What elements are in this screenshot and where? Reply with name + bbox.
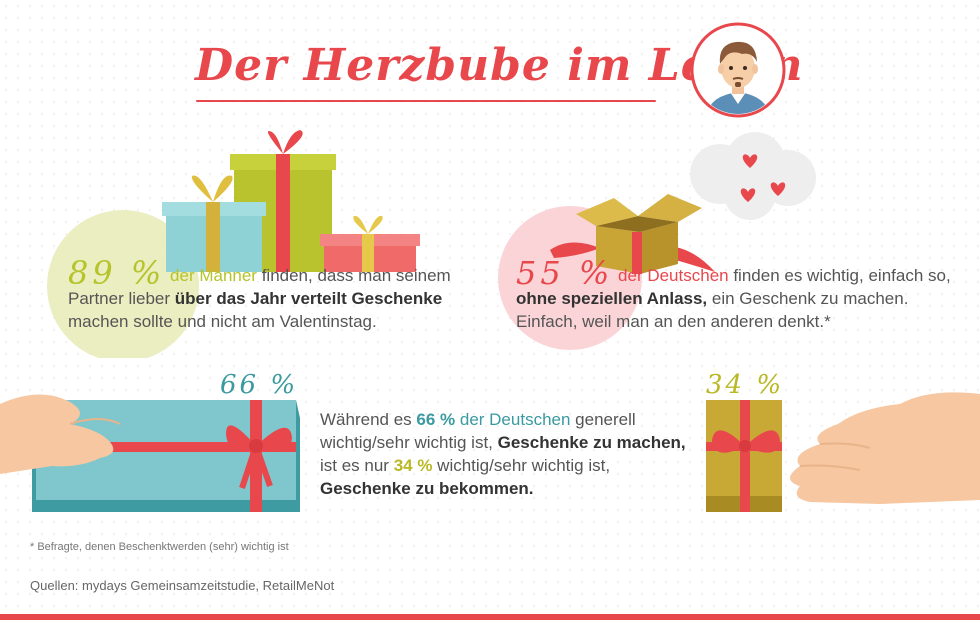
man-avatar-icon: [690, 22, 786, 118]
stat3-bold-give: Geschenke zu machen,: [497, 433, 686, 452]
stat-men-gifts: 89 % der Männer finden, dass man seinem …: [68, 257, 488, 333]
stat-men-text-2: machen sollte und nicht am Valentinstag.: [68, 312, 377, 331]
stat-germans-subject: der Deutschen: [618, 266, 729, 285]
label-receive-percent: 34 %: [706, 370, 785, 400]
stat3-bold-receive: Geschenke zu bekommen.: [320, 479, 534, 498]
stat-men-bold: über das Jahr verteilt Geschenke: [174, 289, 443, 308]
title-underline: [196, 100, 656, 102]
stat-give-vs-receive: Während es 66 % der Deutschen generell w…: [320, 408, 705, 500]
page-title: Der Herzbube im Leben: [195, 40, 804, 91]
stat-germans-text-2: ein Geschenk zu machen. Einfach, weil ma…: [516, 289, 909, 331]
sources: Quellen: mydays Gemeinsamzeitstudie, Ret…: [30, 578, 335, 593]
stat3-text-3: ist es nur: [320, 456, 394, 475]
hand-giving-gift-icon: [0, 394, 300, 512]
stat-germans-no-occasion: 55 % der Deutschen finden es wichtig, ei…: [516, 257, 961, 333]
stat3-text-1: Während es: [320, 410, 417, 429]
footnote: * Befragte, denen Beschenktwerden (sehr)…: [30, 541, 289, 553]
label-give-percent: 66 %: [220, 370, 299, 400]
hand-receiving-gift-icon: [706, 392, 980, 512]
stat-germans-percent: 55 %: [516, 254, 614, 292]
stat3-percent-receive: 34 %: [393, 456, 433, 475]
stat-men-subject: der Männer: [170, 266, 257, 285]
stat-germans-text-1: finden es wichtig, einfach so,: [728, 266, 951, 285]
gift-boxes-icon: [162, 130, 420, 272]
stat3-text-2: generell wichtig/sehr wichtig ist,: [320, 410, 636, 452]
green-bg-circle: [47, 210, 199, 358]
thought-bubble-hearts-icon: [657, 132, 816, 220]
stat-men-percent: 89 %: [68, 254, 166, 292]
stat-men-text-1: finden, dass man seinem Partner lieber: [68, 266, 451, 308]
stat-germans-bold: ohne speziellen Anlass,: [516, 289, 708, 308]
stat3-text-4: wichtig/sehr wichtig ist,: [432, 456, 611, 475]
stat3-percent-give: 66 %: [416, 410, 456, 429]
open-box-icon: [550, 194, 715, 274]
stat3-subject: der Deutschen: [455, 410, 571, 429]
bottom-accent-bar: [0, 614, 980, 620]
